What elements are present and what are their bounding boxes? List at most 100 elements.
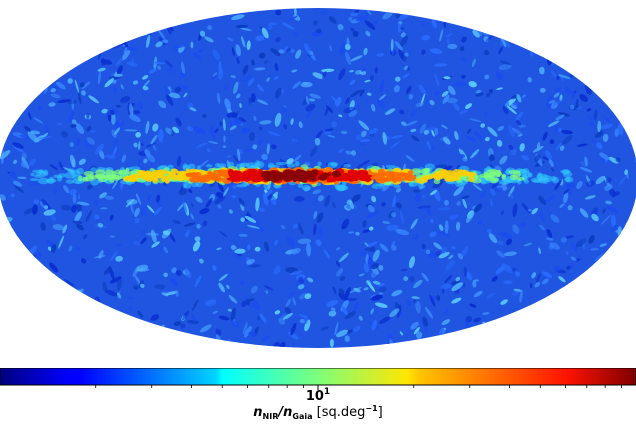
map-cell	[25, 44, 32, 58]
map-cell	[274, 310, 281, 315]
map-cell	[81, 335, 87, 342]
map-cell	[0, 10, 7, 23]
map-cell	[39, 57, 45, 63]
map-cell	[199, 30, 206, 37]
map-cell	[73, 297, 80, 307]
map-cell	[405, 120, 418, 127]
map-cell	[61, 130, 69, 138]
map-cell	[464, 103, 473, 110]
map-cell	[576, 55, 589, 62]
map-cell	[28, 181, 42, 186]
map-cell	[587, 115, 593, 121]
map-cell	[534, 282, 541, 288]
map-cell	[194, 343, 203, 348]
map-cell	[115, 121, 123, 131]
map-cell	[569, 104, 575, 110]
plane-cell	[452, 173, 459, 181]
map-cell	[214, 128, 219, 133]
map-cell	[145, 120, 150, 135]
map-cell	[437, 231, 450, 237]
map-cell	[190, 14, 197, 20]
map-cell	[453, 186, 464, 197]
map-cell	[257, 207, 265, 212]
map-cell	[174, 87, 182, 93]
map-cell	[336, 260, 341, 267]
map-cell	[154, 284, 166, 290]
map-cell	[30, 35, 43, 41]
map-cell	[366, 280, 376, 293]
map-cell	[590, 247, 599, 251]
map-cell	[545, 150, 552, 161]
map-cell	[436, 295, 441, 301]
map-cell	[582, 40, 590, 45]
map-cell	[404, 0, 413, 5]
map-cell	[400, 32, 406, 38]
plane-cell	[286, 163, 296, 168]
map-cell	[253, 300, 260, 311]
map-cell	[199, 208, 210, 215]
plane-cell	[433, 174, 444, 181]
map-cell	[411, 135, 420, 142]
map-cell	[75, 123, 85, 134]
plane-cell	[468, 175, 475, 183]
map-cell	[264, 60, 269, 64]
map-cell	[104, 78, 114, 88]
map-cell	[484, 136, 490, 142]
map-cell	[538, 247, 541, 255]
map-cell	[23, 208, 34, 215]
plane-cell	[362, 173, 369, 179]
map-cell	[588, 275, 598, 279]
map-cell	[353, 325, 361, 332]
map-cell	[13, 159, 18, 164]
map-cell	[359, 159, 371, 167]
map-cell	[630, 228, 636, 237]
galactic-plane	[29, 160, 574, 192]
map-cell	[602, 208, 607, 214]
map-cell	[629, 25, 636, 32]
map-cell	[443, 76, 451, 80]
map-cell	[597, 51, 609, 59]
map-cell	[158, 129, 164, 142]
map-cell	[85, 317, 93, 329]
plane-cell	[213, 169, 222, 174]
map-cell	[324, 131, 332, 135]
map-cell	[485, 21, 489, 27]
map-cell	[567, 23, 577, 33]
map-cell	[76, 223, 84, 231]
map-cell	[92, 321, 100, 333]
map-cell	[155, 41, 163, 48]
map-cell	[274, 63, 279, 72]
plane-cell	[260, 171, 269, 178]
map-cell	[489, 321, 493, 332]
map-cell	[115, 243, 122, 247]
map-cell	[212, 264, 217, 272]
map-cell	[629, 24, 635, 33]
map-cell	[345, 51, 352, 66]
plane-cell	[29, 178, 39, 182]
map-cell	[259, 120, 272, 125]
map-cell	[558, 41, 564, 47]
map-cell	[489, 0, 499, 8]
map-cell	[527, 77, 532, 83]
map-cell	[544, 47, 548, 54]
map-cell	[496, 87, 503, 90]
map-cell	[246, 40, 251, 51]
map-cell	[0, 194, 6, 201]
map-cell	[99, 321, 108, 333]
plane-cell	[501, 174, 506, 180]
map-cell	[38, 58, 44, 61]
map-cell	[495, 71, 503, 81]
map-cell	[558, 74, 571, 79]
plane-cell	[145, 171, 154, 179]
map-cell	[394, 41, 403, 51]
map-cell	[460, 331, 466, 341]
map-cell	[12, 142, 24, 149]
map-cell	[216, 247, 222, 251]
map-cell	[85, 0, 94, 5]
map-cell	[129, 202, 134, 215]
map-cell	[117, 22, 129, 28]
map-cell	[133, 109, 141, 115]
map-cell	[398, 49, 404, 60]
map-cell	[405, 298, 412, 307]
map-cell	[615, 157, 621, 163]
